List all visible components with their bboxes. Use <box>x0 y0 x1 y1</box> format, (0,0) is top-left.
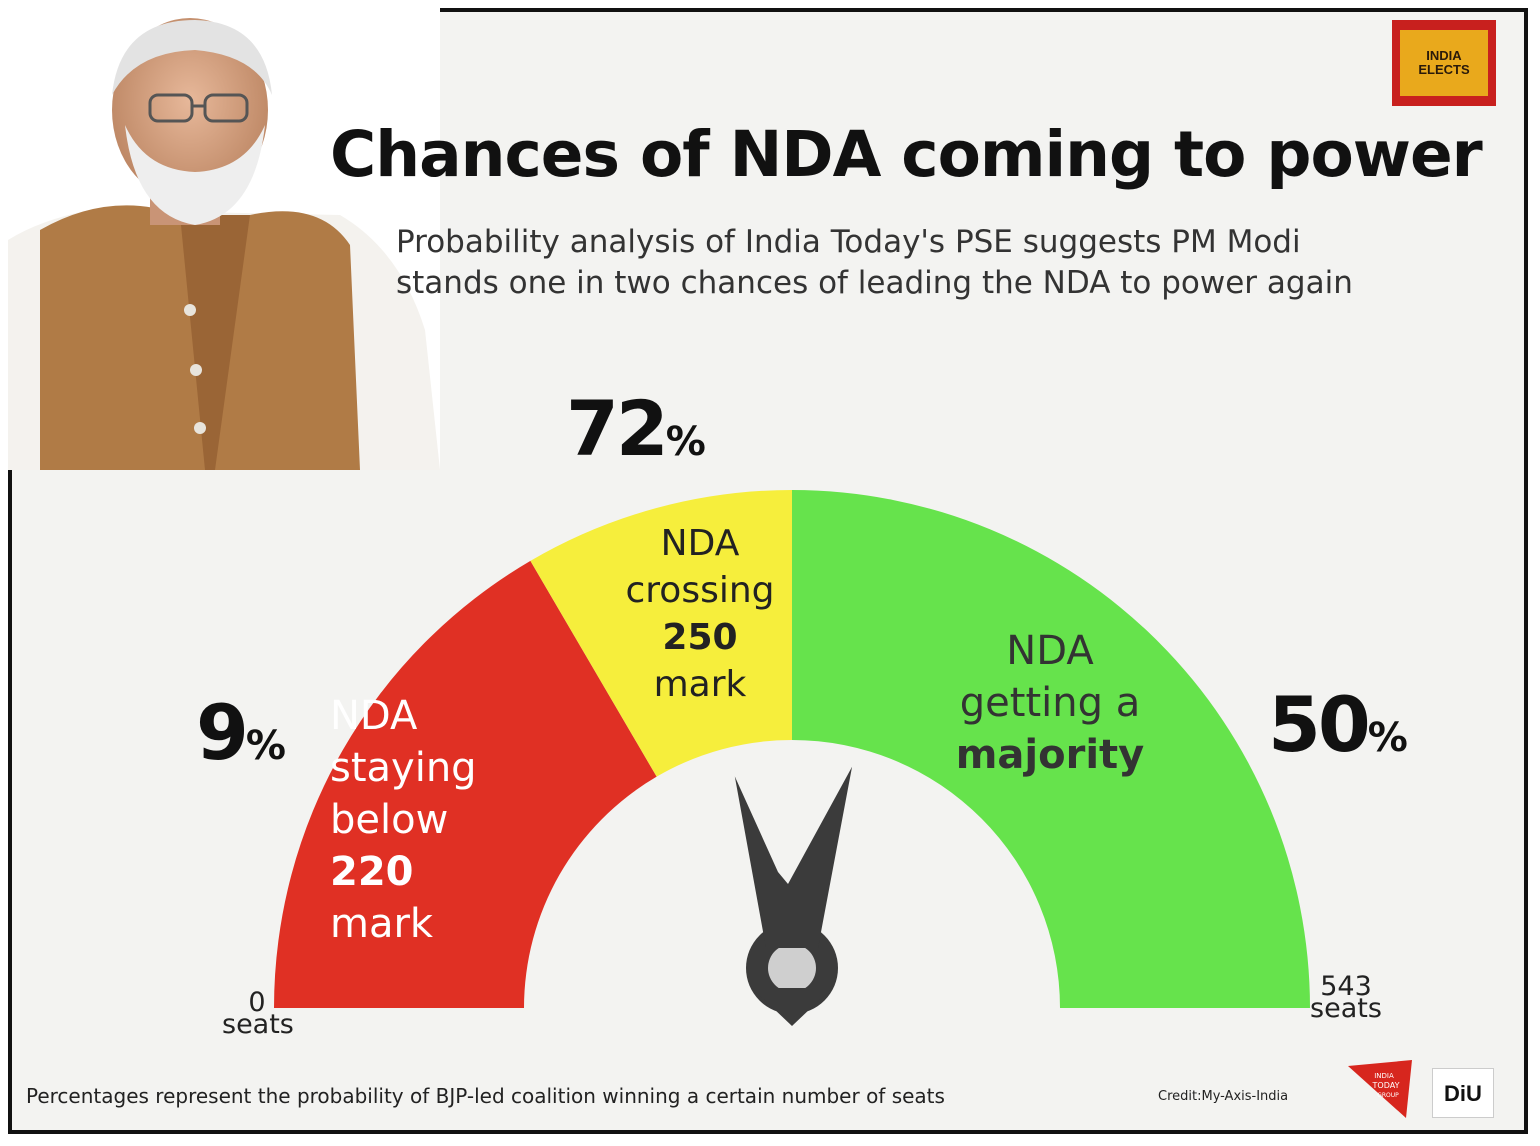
segment-probability-2: 72% <box>566 384 706 473</box>
axis-max-label: 543 seats <box>1298 971 1394 1024</box>
gauge-segment-1 <box>274 560 657 1008</box>
needle-hub-center <box>768 944 816 992</box>
gauge-segment-2 <box>530 490 792 777</box>
percent-sign: % <box>665 419 706 465</box>
segment-label-line: crossing <box>625 570 775 611</box>
gauge-segment-3 <box>792 490 1310 1008</box>
india-today-group-logo: INDIA TODAY GROUP <box>1348 1060 1412 1118</box>
segment-label-line: NDA <box>660 523 740 564</box>
india-elects-logo: INDIA ELECTS <box>1392 20 1496 106</box>
axis-max-value: 543 <box>1320 971 1372 1002</box>
needle-base <box>752 988 832 1026</box>
axis-min-label: 0 seats <box>222 987 294 1040</box>
politician-portrait <box>8 8 440 470</box>
percent-sign: % <box>245 723 286 769</box>
segment-label-line: below <box>330 797 449 843</box>
itg-line-3: GROUP <box>1377 1092 1399 1099</box>
probability-value: 50 <box>1268 680 1371 769</box>
axis-min-unit: seats <box>222 1009 294 1040</box>
segment-label-line: mark <box>330 901 434 947</box>
subtitle-line-1: Probability analysis of India Today's PS… <box>396 224 1301 260</box>
segment-label-line: staying <box>330 745 477 791</box>
probability-value: 72 <box>566 384 669 473</box>
gauge-needle <box>734 766 853 948</box>
axis-max-unit: seats <box>1310 993 1382 1024</box>
footnote: Percentages represent the probability of… <box>26 1084 945 1108</box>
segment-label-line: NDA <box>1006 628 1094 674</box>
segment-label-2: NDA crossing 250 mark <box>590 520 810 708</box>
probability-value: 9 <box>196 688 249 777</box>
subtitle-line-2: stands one in two chances of leading the… <box>396 265 1353 301</box>
segment-label-line: majority <box>955 732 1145 778</box>
axis-min-value: 0 <box>248 987 266 1018</box>
diu-logo: DiU <box>1432 1068 1494 1118</box>
segment-label-line: getting a <box>959 680 1141 726</box>
chart-subtitle: Probability analysis of India Today's PS… <box>396 222 1506 304</box>
segment-probability-3: 50% <box>1268 680 1408 769</box>
credit: Credit:My-Axis-India <box>1158 1089 1289 1104</box>
logo-text-line2: ELECTS <box>1418 62 1470 77</box>
segment-label-line: mark <box>653 664 747 705</box>
segment-label-line: NDA <box>330 693 418 739</box>
logo-text-line1: INDIA <box>1426 48 1462 63</box>
segment-label-line: 220 <box>330 849 414 895</box>
chart-title: Chances of NDA coming to power <box>330 118 1483 191</box>
percent-sign: % <box>1367 715 1408 761</box>
segment-label-3: NDA getting a majority <box>920 625 1180 781</box>
segment-probability-1: 9% <box>196 688 286 777</box>
itg-line-2: TODAY <box>1372 1081 1400 1090</box>
segment-label-line: 250 <box>662 617 738 658</box>
itg-line-1: INDIA <box>1374 1072 1394 1080</box>
segment-label-1: NDA staying below 220 mark <box>330 690 580 950</box>
